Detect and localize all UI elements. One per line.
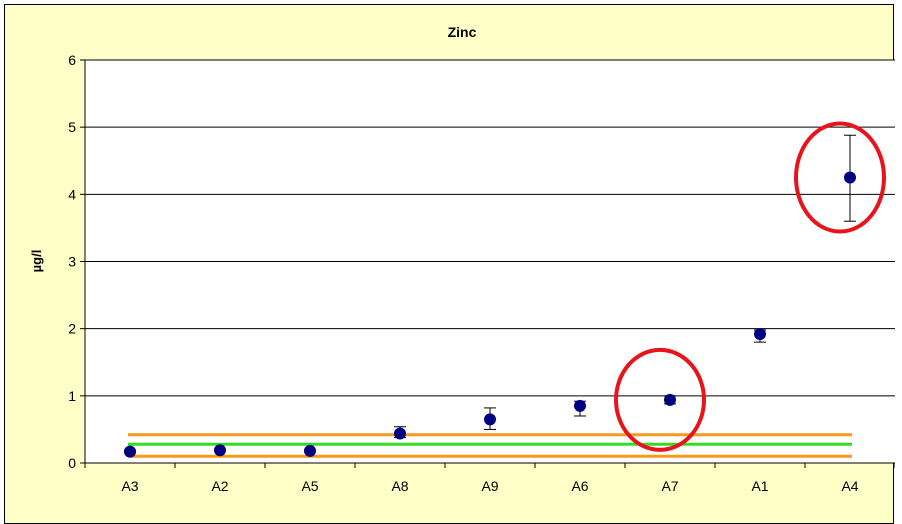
- reference-lines: [128, 433, 852, 458]
- x-tick-label: A5: [301, 478, 318, 494]
- y-tick-label: 2: [68, 321, 76, 337]
- data-point: [844, 171, 856, 184]
- data-point: [214, 444, 226, 457]
- data-points: [124, 171, 856, 458]
- x-tick-label: A6: [571, 478, 588, 494]
- grid-layer: [85, 59, 895, 397]
- x-tick-label: A2: [211, 478, 228, 494]
- data-point: [484, 413, 496, 426]
- y-axis-label: µg/l: [29, 250, 44, 273]
- y-tick-label: 4: [68, 186, 76, 202]
- x-tick-labels: A3 A2 A5 A8 A9 A6 A7 A1 A4: [121, 478, 858, 494]
- x-tick-label: A3: [121, 478, 138, 494]
- highlight-circles: [614, 121, 886, 452]
- highlight-circle: [794, 121, 886, 234]
- x-tick-label: A1: [751, 478, 768, 494]
- y-tick-labels: 0 1 2 3 4 5 6: [68, 52, 76, 471]
- data-point: [664, 393, 676, 406]
- data-point: [304, 444, 316, 457]
- y-tick-label: 0: [68, 455, 76, 471]
- x-tick-label: A8: [391, 478, 408, 494]
- x-tick-label: A4: [841, 478, 858, 494]
- chart-title: Zinc: [448, 24, 477, 40]
- axis-layer: [80, 59, 895, 468]
- y-tick-label: 5: [68, 119, 76, 135]
- highlight-circle: [614, 347, 706, 452]
- data-point: [754, 328, 766, 341]
- data-point: [124, 445, 136, 458]
- y-tick-label: 3: [68, 254, 76, 270]
- y-tick-label: 6: [68, 52, 76, 68]
- chart-svg: Zinc µg/l A3 A2 A5 A8 A9 A6 A7 A1 A4 0 1 2 3 4 5 6: [29, 24, 895, 494]
- x-tick-label: A9: [481, 478, 498, 494]
- data-point: [574, 399, 586, 412]
- y-tick-label: 1: [68, 388, 76, 404]
- chart-frame: Zinc µg/l A3 A2 A5 A8 A9 A6 A7 A1 A4 0 1 2 3 4 5 6: [4, 4, 895, 524]
- x-tick-label: A7: [661, 478, 678, 494]
- data-point: [394, 427, 406, 440]
